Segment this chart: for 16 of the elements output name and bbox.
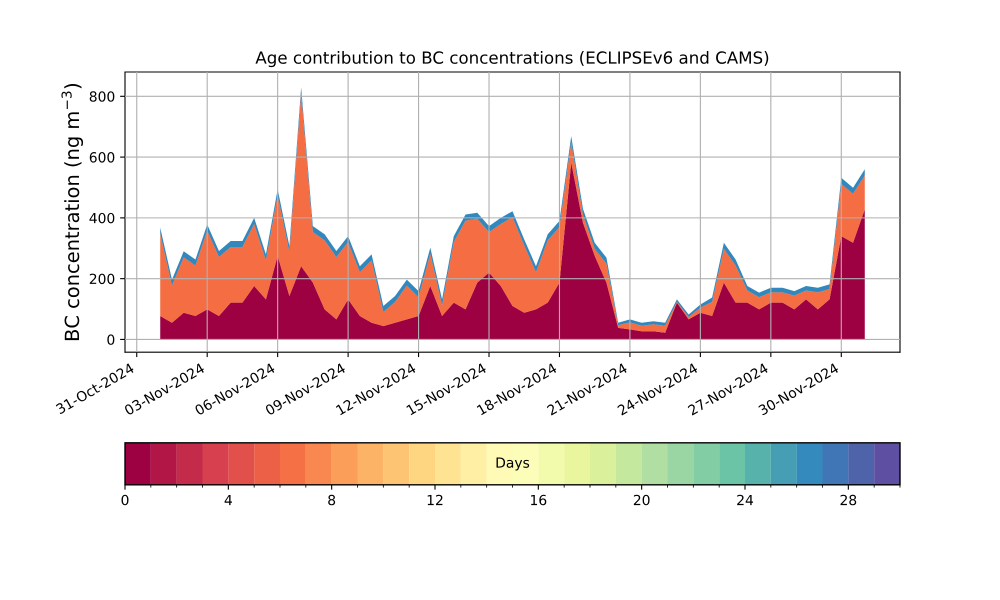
y-tick-label: 800 bbox=[90, 91, 114, 102]
y-tick-label: 200 bbox=[90, 274, 114, 284]
color-bar-label: 8 bbox=[328, 494, 336, 506]
color-bar-label: 0 bbox=[121, 494, 128, 506]
color-bar-title: Days bbox=[496, 458, 530, 471]
color-bar-label: 24 bbox=[737, 494, 754, 506]
y-tick-label: 0 bbox=[107, 334, 114, 345]
y-axis-title: BC concentration (ng m$^{−3}$) bbox=[61, 84, 84, 340]
y-tick-label: 400 bbox=[89, 212, 114, 224]
color-bar-label: 28 bbox=[840, 494, 856, 506]
color-bar-label: 4 bbox=[224, 494, 232, 506]
color-bar-label: 16 bbox=[531, 494, 546, 506]
chart-title: Age contribution to BC concentrations (ECLIPSEv6 and CAMS) bbox=[255, 51, 768, 68]
color-bar-label: 12 bbox=[428, 494, 442, 506]
color-bar-label: 20 bbox=[634, 494, 650, 506]
y-tick-label: 600 bbox=[90, 152, 114, 163]
